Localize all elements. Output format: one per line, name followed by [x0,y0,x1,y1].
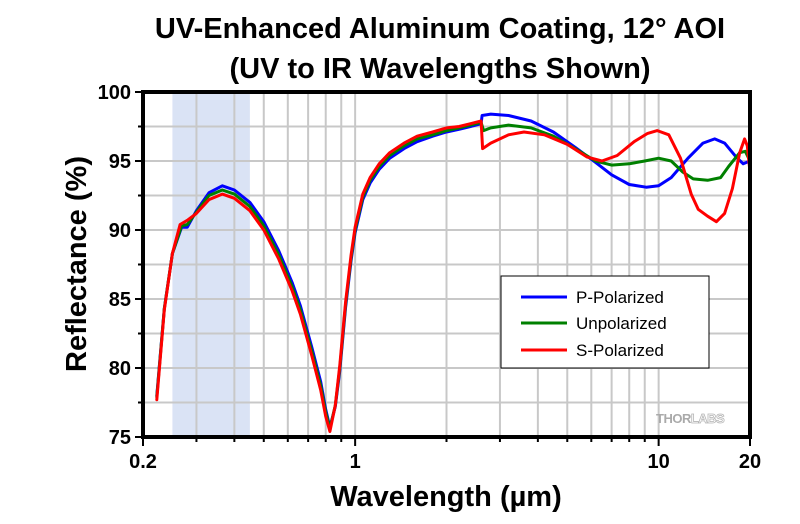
chart-title-line-2: (UV to IR Wavelengths Shown) [229,53,650,85]
y-tick-label: 90 [109,220,131,242]
y-tick-label: 85 [109,289,131,311]
tick-labels: 75 80 85 90 95 100 0.2 1 10 20 [98,82,762,473]
y-tick-label: 100 [98,82,131,104]
legend: P-Polarized Unpolarized S-Polarized [500,275,710,369]
chart-title-line-1: UV-Enhanced Aluminum Coating, 12° AOI [155,13,725,45]
y-tick-label: 80 [109,358,131,380]
y-axis-label: Reflectance (%) [61,156,93,372]
watermark-thor: THOR [656,411,692,426]
legend-label-p-polarized: P-Polarized [576,288,664,307]
x-tick-label: 1 [350,451,361,473]
series-line-unpolarized [155,120,752,431]
watermark: THORLABS [656,411,726,427]
watermark-labs: LABS [691,411,725,426]
svg-text:THORLABS: THORLABS [656,411,725,426]
series-line-s-polarized [155,119,752,433]
axes [135,90,752,446]
gridlines [143,92,750,437]
x-axis-label: Wavelength (µm) [330,481,562,513]
x-tick-label: 20 [739,451,761,473]
legend-label-s-polarized: S-Polarized [576,341,664,360]
legend-label-unpolarized: Unpolarized [576,314,667,333]
series-line-p-polarized [155,112,752,429]
x-tick-label: 0.2 [129,451,157,473]
x-tick-label: 10 [648,451,670,473]
y-tick-label: 75 [109,427,131,449]
y-tick-label: 95 [109,151,131,173]
series-layer [155,112,752,433]
